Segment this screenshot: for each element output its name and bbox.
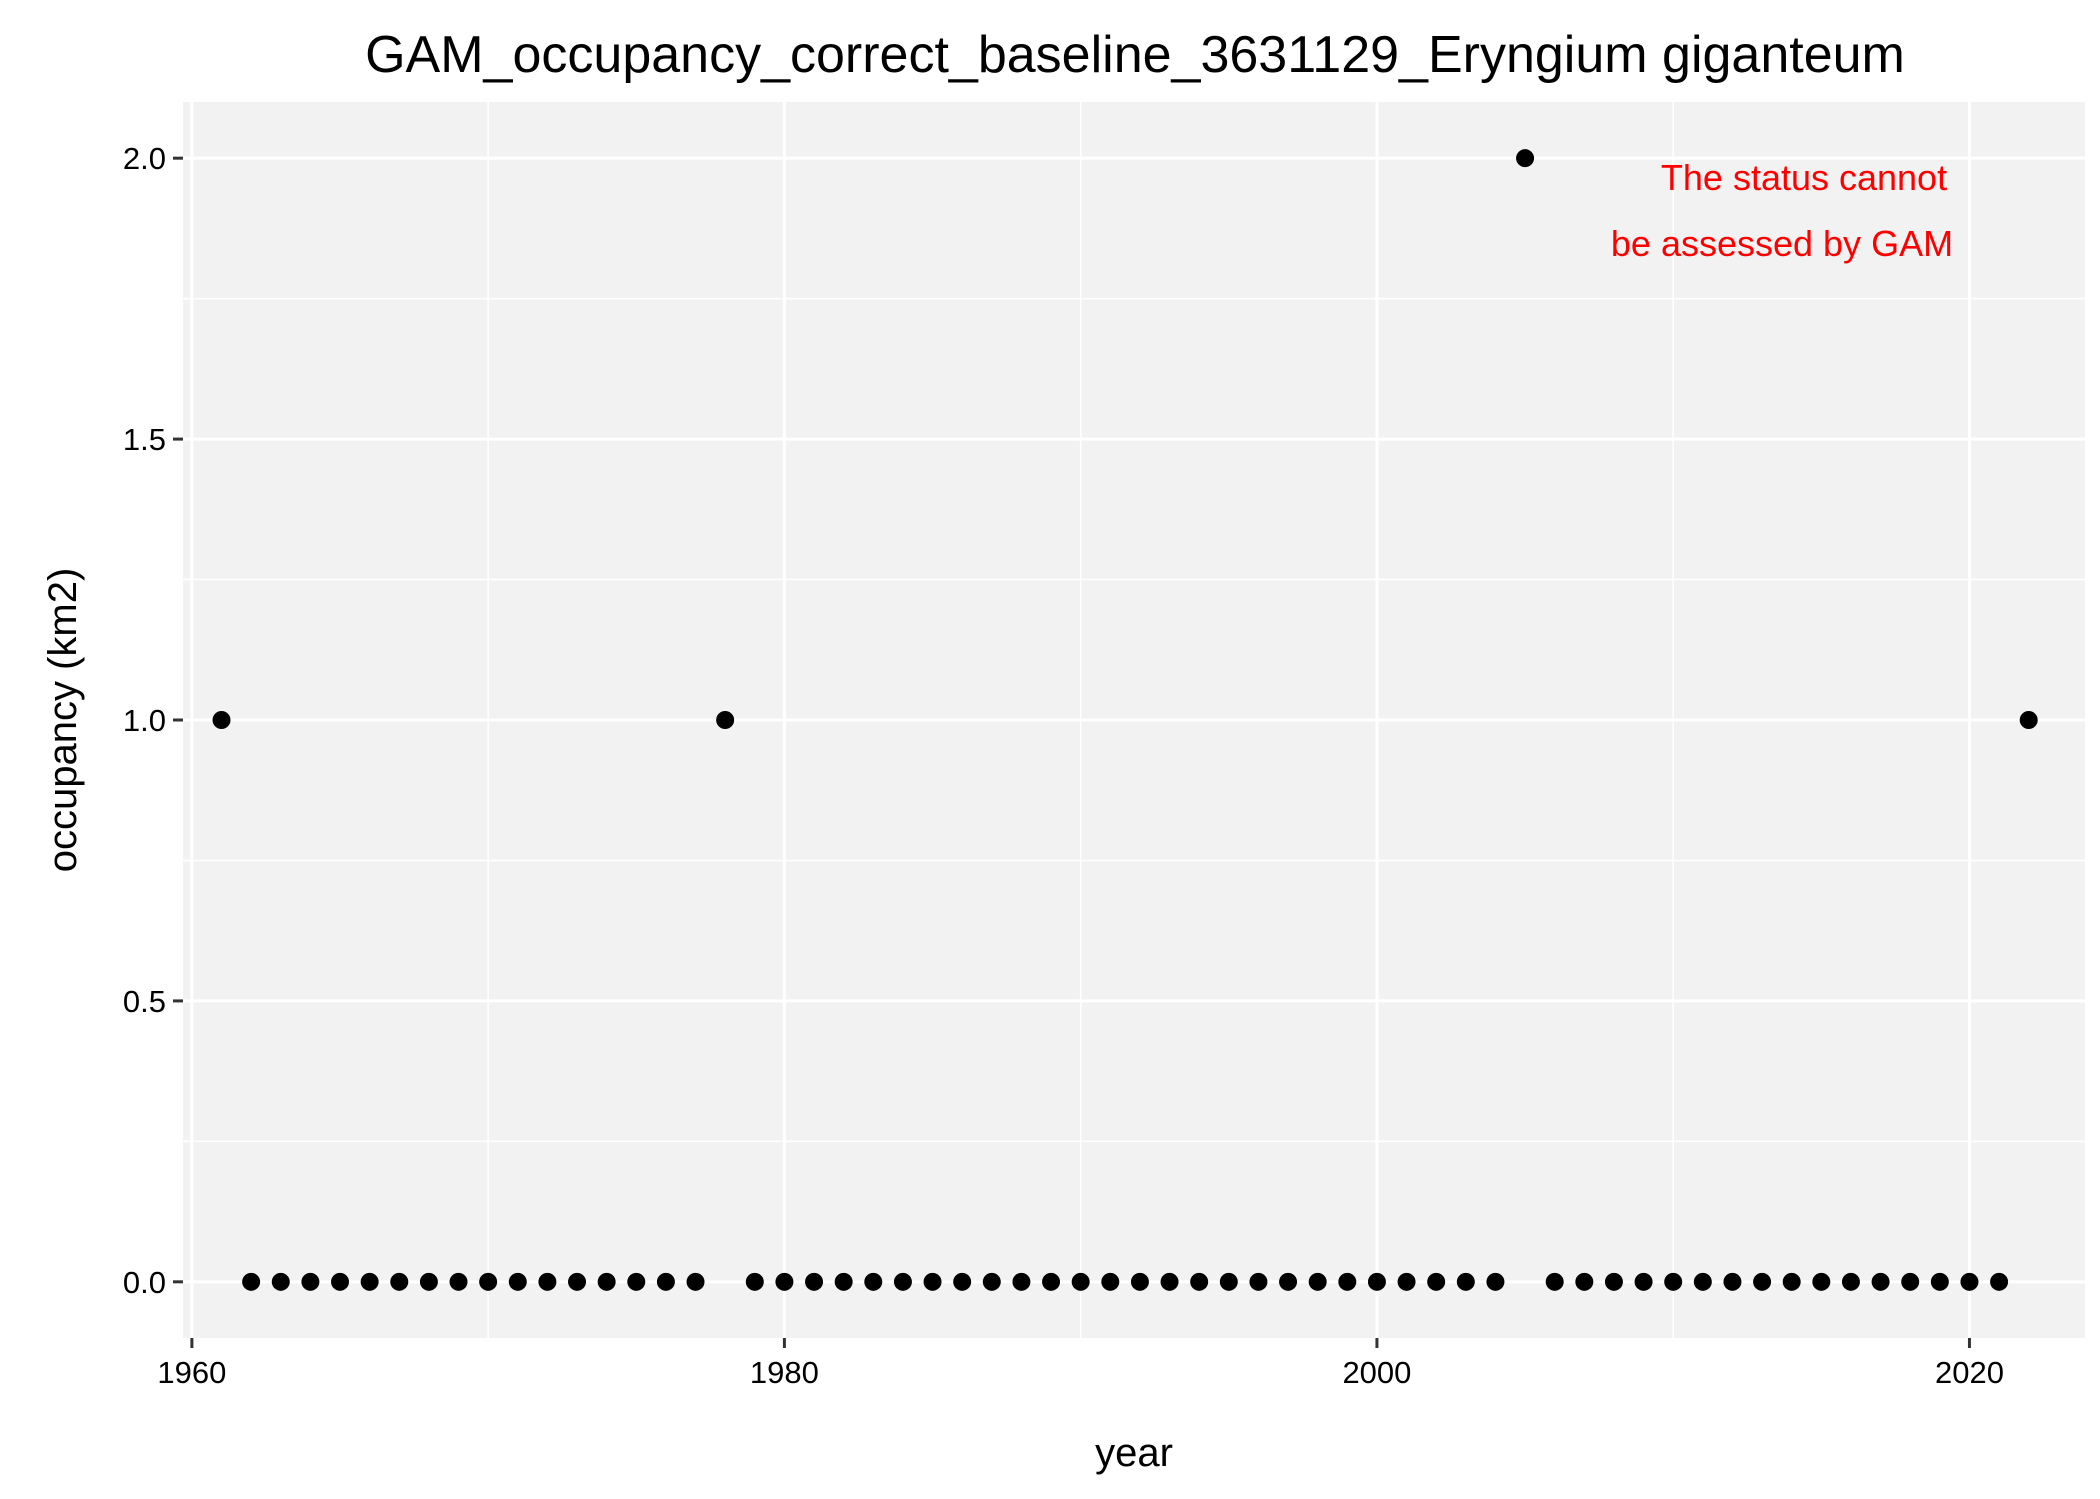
data-point (1367, 1272, 1386, 1291)
y-tick-label: 1.0 (123, 703, 166, 738)
major-gridlines (183, 102, 2085, 1338)
data-point (331, 1272, 350, 1291)
data-point (982, 1272, 1001, 1291)
data-point (1693, 1272, 1712, 1291)
data-point (449, 1272, 468, 1291)
data-point (1486, 1272, 1505, 1291)
y-tick-label: 0.0 (123, 1265, 166, 1300)
data-point (1841, 1272, 1860, 1291)
data-point (1604, 1272, 1623, 1291)
data-point (2019, 711, 2038, 729)
data-point (1782, 1272, 1801, 1291)
data-point (301, 1272, 320, 1291)
data-point (1723, 1272, 1742, 1291)
data-point (834, 1272, 853, 1291)
y-tick-label: 0.5 (123, 984, 166, 1019)
data-point (1012, 1272, 1031, 1291)
x-axis-title: year (1095, 1431, 1173, 1475)
data-point (271, 1272, 290, 1291)
data-point (242, 1272, 261, 1291)
data-point (390, 1272, 409, 1291)
data-point (656, 1272, 675, 1291)
data-point (1130, 1272, 1149, 1291)
data-point (1338, 1272, 1357, 1291)
data-point (538, 1272, 557, 1291)
data-point (893, 1272, 912, 1291)
y-tick-label: 1.5 (123, 422, 166, 457)
y-axis-title: occupancy (km2) (41, 568, 85, 873)
data-point (1753, 1272, 1772, 1291)
data-point (745, 1272, 764, 1291)
chart-title: GAM_occupancy_correct_baseline_3631129_E… (365, 26, 1905, 84)
data-point (923, 1272, 942, 1291)
data-point (716, 711, 735, 729)
data-point (1279, 1272, 1298, 1291)
annotation-line-1: The status cannot (1661, 157, 1947, 198)
data-point (1456, 1272, 1475, 1291)
x-tick-label: 2000 (1342, 1355, 1411, 1390)
data-point (568, 1272, 587, 1291)
data-point (1664, 1272, 1683, 1291)
data-point (479, 1272, 498, 1291)
data-point (360, 1272, 379, 1291)
data-point (1990, 1272, 2009, 1291)
data-point (686, 1272, 705, 1291)
data-point (597, 1272, 616, 1291)
data-point (419, 1272, 438, 1291)
data-point (1812, 1272, 1831, 1291)
data-point (1190, 1272, 1209, 1291)
data-point (1575, 1272, 1594, 1291)
data-point (1545, 1272, 1564, 1291)
data-point (1219, 1272, 1238, 1291)
data-point (1960, 1272, 1979, 1291)
data-point (1427, 1272, 1446, 1291)
status-annotation: The status cannot be assessed by GAM (1611, 157, 1953, 264)
data-point (1071, 1272, 1090, 1291)
data-point (864, 1272, 883, 1291)
x-tick-label: 1960 (157, 1355, 226, 1390)
data-point (805, 1272, 824, 1291)
y-tick-label: 2.0 (123, 141, 166, 176)
data-point (1042, 1272, 1061, 1291)
data-point (1901, 1272, 1920, 1291)
data-point (1634, 1272, 1653, 1291)
data-point (1516, 149, 1535, 168)
x-tick-label: 1980 (750, 1355, 819, 1390)
y-axis: 0.0 0.5 1.0 1.5 2.0 (123, 141, 183, 1300)
data-point (1871, 1272, 1890, 1291)
x-axis: 1960 1980 2000 2020 (157, 1338, 2004, 1390)
x-tick-label: 2020 (1935, 1355, 2004, 1390)
data-point (508, 1272, 527, 1291)
data-point (775, 1272, 794, 1291)
data-point (1930, 1272, 1949, 1291)
data-point (1308, 1272, 1327, 1291)
data-point (1249, 1272, 1268, 1291)
data-point (1397, 1272, 1416, 1291)
data-point (1101, 1272, 1120, 1291)
data-points (212, 149, 2038, 1291)
data-point (953, 1272, 972, 1291)
data-point (1160, 1272, 1179, 1291)
data-point (627, 1272, 646, 1291)
data-point (212, 711, 231, 729)
annotation-line-2: be assessed by GAM (1611, 223, 1953, 264)
